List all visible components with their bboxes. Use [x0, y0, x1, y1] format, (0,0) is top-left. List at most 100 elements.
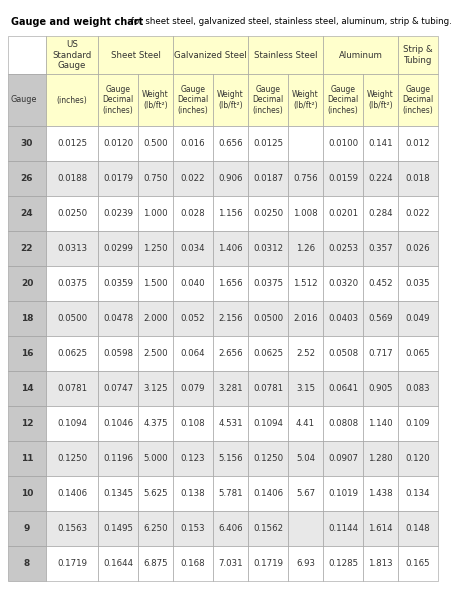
Bar [173, 74, 213, 126]
Bar [288, 266, 323, 301]
Bar [98, 161, 138, 196]
Text: 1.000: 1.000 [143, 209, 168, 218]
Text: 1.614: 1.614 [368, 524, 393, 533]
Text: 0.148: 0.148 [406, 524, 430, 533]
Bar [173, 161, 213, 196]
Text: Gauge and weight chart: Gauge and weight chart [11, 17, 143, 27]
Bar [8, 336, 46, 371]
Bar [173, 36, 248, 74]
Bar [98, 546, 138, 581]
Bar [8, 36, 46, 74]
Text: 0.123: 0.123 [181, 454, 205, 463]
Bar [46, 511, 98, 546]
Text: 0.0403: 0.0403 [328, 314, 358, 323]
Bar [138, 74, 173, 126]
Text: 5.67: 5.67 [296, 489, 315, 498]
Bar [213, 74, 248, 126]
Bar [248, 476, 288, 511]
Bar [248, 441, 288, 476]
Bar [46, 36, 98, 74]
Text: 0.1563: 0.1563 [57, 524, 87, 533]
Bar [213, 406, 248, 441]
Text: 1.26: 1.26 [296, 244, 315, 253]
Text: 0.138: 0.138 [181, 489, 205, 498]
Text: 1.438: 1.438 [368, 489, 393, 498]
Bar [138, 126, 173, 161]
Text: 0.0125: 0.0125 [253, 139, 283, 148]
Text: 1.280: 1.280 [368, 454, 393, 463]
Text: 0.0253: 0.0253 [328, 244, 358, 253]
Text: 1.813: 1.813 [368, 559, 393, 568]
Text: 0.1094: 0.1094 [253, 419, 283, 428]
Text: 0.0188: 0.0188 [57, 174, 87, 183]
Text: 5.625: 5.625 [143, 489, 168, 498]
Text: Galvanized Steel: Galvanized Steel [174, 50, 247, 59]
Bar [248, 336, 288, 371]
Text: 11: 11 [21, 454, 33, 463]
Bar [173, 126, 213, 161]
Text: 4.531: 4.531 [218, 419, 243, 428]
Bar [173, 301, 213, 336]
Text: Stainless Steel: Stainless Steel [254, 50, 317, 59]
Bar [173, 371, 213, 406]
Text: 0.168: 0.168 [181, 559, 205, 568]
Bar [363, 511, 398, 546]
Text: 0.0100: 0.0100 [328, 139, 358, 148]
Text: 0.0239: 0.0239 [103, 209, 133, 218]
Bar [138, 161, 173, 196]
Text: 0.079: 0.079 [181, 384, 205, 393]
Text: 14: 14 [21, 384, 33, 393]
Bar [173, 546, 213, 581]
Bar [288, 546, 323, 581]
Bar [363, 441, 398, 476]
Text: 0.165: 0.165 [406, 559, 430, 568]
Bar [288, 476, 323, 511]
Bar [46, 196, 98, 231]
Text: (inches): (inches) [56, 96, 87, 104]
Bar [98, 36, 173, 74]
Bar [138, 441, 173, 476]
Text: 0.0299: 0.0299 [103, 244, 133, 253]
Bar [98, 371, 138, 406]
Text: 0.0508: 0.0508 [328, 349, 358, 358]
Text: 0.0359: 0.0359 [103, 279, 133, 288]
Bar [213, 196, 248, 231]
Bar [323, 511, 363, 546]
Bar [8, 301, 46, 336]
Bar [138, 336, 173, 371]
Text: 0.569: 0.569 [368, 314, 393, 323]
Bar [323, 371, 363, 406]
Bar [363, 74, 398, 126]
Bar [98, 476, 138, 511]
Text: 0.452: 0.452 [368, 279, 393, 288]
Text: 4.375: 4.375 [143, 419, 168, 428]
Bar [46, 74, 98, 126]
Text: 0.1719: 0.1719 [253, 559, 283, 568]
Text: 1.500: 1.500 [143, 279, 168, 288]
Text: Gauge
Decimal
(inches): Gauge Decimal (inches) [177, 85, 209, 115]
Text: 0.026: 0.026 [406, 244, 430, 253]
Bar [398, 231, 438, 266]
Bar [138, 266, 173, 301]
Text: 0.0478: 0.0478 [103, 314, 133, 323]
Bar [173, 441, 213, 476]
Text: 0.120: 0.120 [406, 454, 430, 463]
Text: 24: 24 [21, 209, 33, 218]
Text: 1.156: 1.156 [218, 209, 243, 218]
Bar [138, 511, 173, 546]
Text: Gauge
Decimal
(inches): Gauge Decimal (inches) [328, 85, 359, 115]
Text: 0.0159: 0.0159 [328, 174, 358, 183]
Bar [173, 511, 213, 546]
Bar [98, 441, 138, 476]
Text: 0.049: 0.049 [406, 314, 430, 323]
Bar [288, 406, 323, 441]
Text: 0.1250: 0.1250 [57, 454, 87, 463]
Text: 26: 26 [21, 174, 33, 183]
Text: 0.0500: 0.0500 [57, 314, 87, 323]
Bar [8, 441, 46, 476]
Bar [288, 511, 323, 546]
Text: 1.512: 1.512 [293, 279, 318, 288]
Bar [248, 511, 288, 546]
Bar [46, 301, 98, 336]
Bar [248, 74, 288, 126]
